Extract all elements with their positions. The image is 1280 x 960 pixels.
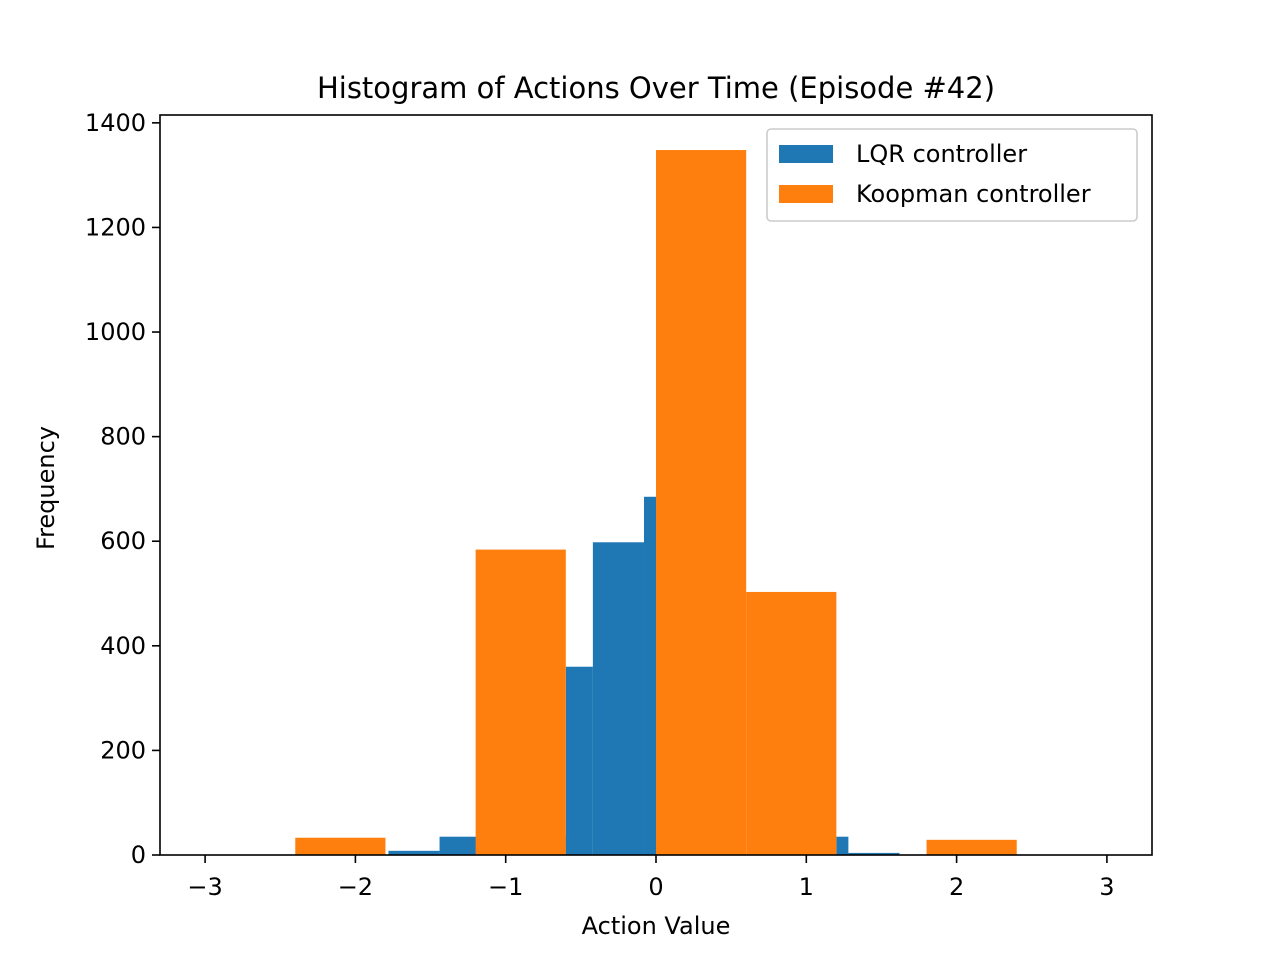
- lqr-bar-6: [836, 836, 849, 855]
- x-tick-label-1: −2: [338, 873, 373, 901]
- koopman-bar-0: [295, 837, 386, 855]
- y-axis-ticks: 0 200 400 600 800 1000 1200 1400: [85, 109, 160, 869]
- x-axis-label: Action Value: [582, 912, 731, 940]
- legend-label-lqr: LQR controller: [856, 140, 1027, 168]
- x-tick-label-0: −3: [187, 873, 222, 901]
- lqr-bar-4: [592, 542, 644, 855]
- y-axis-label: Frequency: [32, 426, 60, 550]
- y-tick-label-0: 0: [131, 841, 146, 869]
- chart-title: Histogram of Actions Over Time (Episode …: [317, 71, 995, 105]
- y-tick-label-1: 200: [100, 736, 146, 764]
- lqr-bar-3: [565, 666, 593, 855]
- legend: LQR controller Koopman controller: [766, 128, 1138, 222]
- legend-box: [766, 128, 1138, 222]
- bars-layer: [295, 150, 1017, 856]
- x-tick-label-6: 3: [1099, 873, 1114, 901]
- y-tick-label-4: 800: [100, 423, 146, 451]
- koopman-bar-1: [475, 549, 566, 855]
- y-tick-label-2: 400: [100, 632, 146, 660]
- koopman-bar-3: [746, 591, 837, 855]
- x-axis-ticks: −3 −2 −1 0 1 2 3: [187, 855, 1115, 901]
- y-tick-label-6: 1200: [85, 213, 146, 241]
- x-tick-label-3: 0: [648, 873, 663, 901]
- legend-label-koopman: Koopman controller: [856, 180, 1091, 208]
- legend-swatch-lqr: [779, 145, 833, 163]
- legend-swatch-koopman: [779, 185, 833, 203]
- y-tick-label-5: 1000: [85, 318, 146, 346]
- koopman-bar-4: [926, 839, 1017, 855]
- y-tick-label-7: 1400: [85, 109, 146, 137]
- lqr-bar-0: [388, 850, 440, 855]
- x-tick-label-4: 1: [799, 873, 814, 901]
- x-tick-label-2: −1: [488, 873, 523, 901]
- lqr-bar-7: [848, 852, 900, 855]
- y-tick-label-3: 600: [100, 527, 146, 555]
- x-tick-label-5: 2: [949, 873, 964, 901]
- koopman-bar-2: [656, 150, 747, 856]
